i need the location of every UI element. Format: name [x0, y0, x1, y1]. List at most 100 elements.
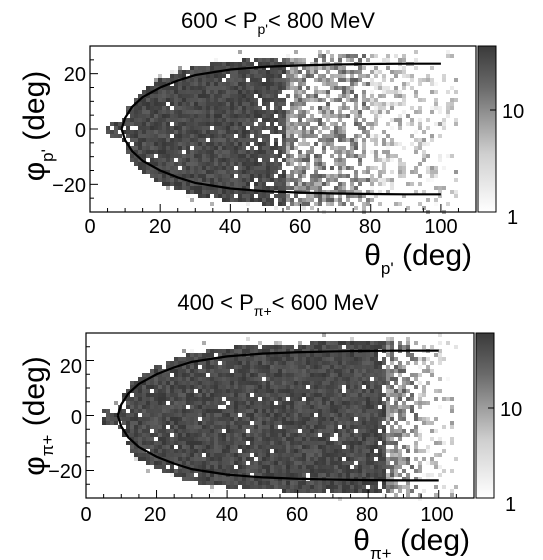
- heatmap-cell: [218, 146, 222, 150]
- heatmap-cell: [310, 70, 314, 74]
- heatmap-cell: [338, 397, 342, 401]
- heatmap-cell: [254, 134, 258, 138]
- panel-title: 400 < Pπ+< 600 MeV: [177, 290, 379, 319]
- heatmap-cell: [374, 110, 378, 114]
- heatmap-cell: [402, 469, 406, 473]
- heatmap-cell: [206, 353, 210, 357]
- heatmap-cell: [438, 357, 442, 361]
- heatmap-cell: [214, 449, 218, 453]
- heatmap-cell: [358, 345, 362, 349]
- heatmap-cell: [210, 385, 214, 389]
- heatmap-cell: [202, 361, 206, 365]
- heatmap-cell: [390, 393, 394, 397]
- heatmap-cell: [318, 174, 322, 178]
- heatmap-cell: [386, 365, 390, 369]
- heatmap-cell: [262, 437, 266, 441]
- heatmap-cell: [214, 361, 218, 365]
- heatmap-cell: [158, 162, 162, 166]
- heatmap-cell: [278, 449, 282, 453]
- heatmap-cell: [306, 98, 310, 102]
- heatmap-cell: [226, 114, 230, 118]
- heatmap-cell: [142, 118, 146, 122]
- heatmap-cell: [370, 82, 374, 86]
- heatmap-cell: [346, 445, 350, 449]
- heatmap-cell: [254, 126, 258, 130]
- heatmap-cell: [374, 373, 378, 377]
- heatmap-cell: [278, 110, 282, 114]
- heatmap-cell: [386, 154, 390, 158]
- heatmap-cell: [182, 453, 186, 457]
- heatmap-cell: [290, 114, 294, 118]
- heatmap-cell: [246, 186, 250, 190]
- heatmap-cell: [450, 493, 454, 497]
- heatmap-cell: [306, 122, 310, 126]
- heatmap-cell: [398, 162, 402, 166]
- heatmap-cell: [266, 485, 270, 489]
- heatmap-cell: [262, 90, 266, 94]
- heatmap-cell: [286, 82, 290, 86]
- heatmap-cell: [254, 82, 258, 86]
- heatmap-cell: [342, 405, 346, 409]
- heatmap-cell: [382, 485, 386, 489]
- heatmap-cell: [330, 405, 334, 409]
- heatmap-cell: [134, 106, 138, 110]
- heatmap-cell: [238, 178, 242, 182]
- heatmap-cell: [346, 58, 350, 62]
- heatmap-cell: [134, 130, 138, 134]
- x-tick-label: 20: [149, 216, 171, 238]
- heatmap-cell: [286, 401, 290, 405]
- heatmap-cell: [350, 409, 354, 413]
- heatmap-cell: [422, 130, 426, 134]
- heatmap-cell: [250, 110, 254, 114]
- heatmap-cell: [182, 182, 186, 186]
- heatmap-cell: [266, 357, 270, 361]
- heatmap-cell: [342, 361, 346, 365]
- heatmap-cell: [306, 158, 310, 162]
- heatmap-cell: [226, 70, 230, 74]
- heatmap-cell: [394, 70, 398, 74]
- heatmap-cell: [270, 62, 274, 66]
- heatmap-cell: [410, 86, 414, 90]
- heatmap-cell: [386, 86, 390, 90]
- heatmap-cell: [414, 50, 418, 54]
- heatmap-cell: [290, 461, 294, 465]
- heatmap-cell: [178, 425, 182, 429]
- heatmap-cell: [334, 417, 338, 421]
- heatmap-cell: [194, 130, 198, 134]
- heatmap-cell: [338, 70, 342, 74]
- heatmap-cell: [178, 369, 182, 373]
- heatmap-cell: [298, 385, 302, 389]
- heatmap-cell: [390, 473, 394, 477]
- heatmap-cell: [254, 377, 258, 381]
- heatmap-cell: [218, 469, 222, 473]
- heatmap-cell: [342, 393, 346, 397]
- heatmap-cell: [162, 409, 166, 413]
- heatmap-cell: [354, 373, 358, 377]
- heatmap-cell: [446, 377, 450, 381]
- heatmap-cell: [322, 98, 326, 102]
- heatmap-cell: [174, 114, 178, 118]
- heatmap-cell: [374, 82, 378, 86]
- heatmap-cell: [314, 389, 318, 393]
- heatmap-cell: [206, 142, 210, 146]
- heatmap-cell: [230, 469, 234, 473]
- heatmap-cell: [166, 154, 170, 158]
- heatmap-cell: [138, 162, 142, 166]
- heatmap-cell: [226, 425, 230, 429]
- heatmap-cell: [426, 421, 430, 425]
- heatmap-cell: [346, 389, 350, 393]
- heatmap-cell: [318, 473, 322, 477]
- heatmap-cell: [146, 413, 150, 417]
- heatmap-cell: [206, 477, 210, 481]
- heatmap-cell: [250, 138, 254, 142]
- heatmap-cell: [358, 74, 362, 78]
- heatmap-cell: [270, 186, 274, 190]
- heatmap-cell: [418, 106, 422, 110]
- heatmap-cell: [382, 58, 386, 62]
- heatmap-cell: [330, 78, 334, 82]
- heatmap-cell: [338, 481, 342, 485]
- heatmap-cell: [338, 126, 342, 130]
- heatmap-cell: [194, 445, 198, 449]
- x-label-subscript: p': [381, 259, 394, 278]
- heatmap-cell: [334, 425, 338, 429]
